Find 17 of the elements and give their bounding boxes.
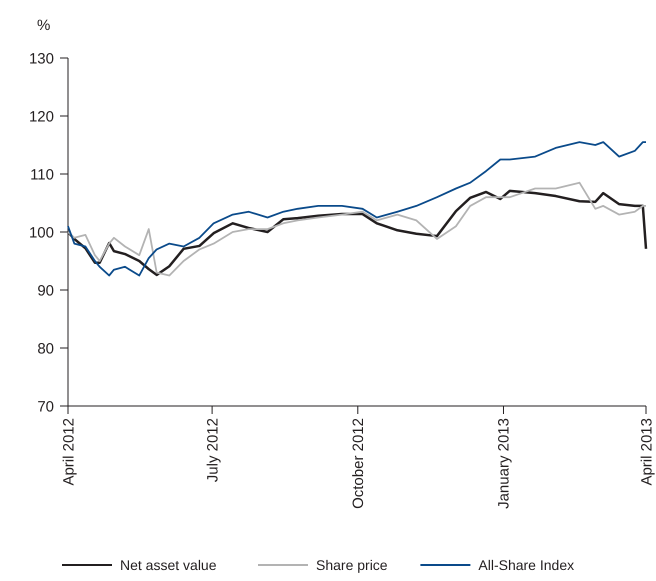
x-tick-label: July 2012 — [204, 418, 222, 482]
y-tick-label: 90 — [37, 282, 54, 300]
line-series — [67, 141, 647, 276]
y-tick-label: 70 — [37, 398, 54, 416]
x-tick-label: April 2013 — [638, 418, 656, 486]
y-tick-label: 120 — [28, 108, 54, 126]
x-tick-label: October 2012 — [350, 418, 368, 509]
y-axis-title: % — [37, 17, 50, 34]
y-tick-label: 100 — [28, 224, 54, 242]
x-tick-label: April 2012 — [60, 418, 78, 486]
legend-label: Share price — [316, 557, 388, 573]
x-tick-label: January 2013 — [496, 418, 513, 509]
y-tick-label: 110 — [30, 166, 54, 184]
y-tick-label: 130 — [28, 50, 54, 68]
legend-label: Net asset value — [120, 557, 217, 573]
legend-label: All-Share Index — [478, 557, 574, 573]
y-tick-label: 80 — [37, 340, 54, 358]
